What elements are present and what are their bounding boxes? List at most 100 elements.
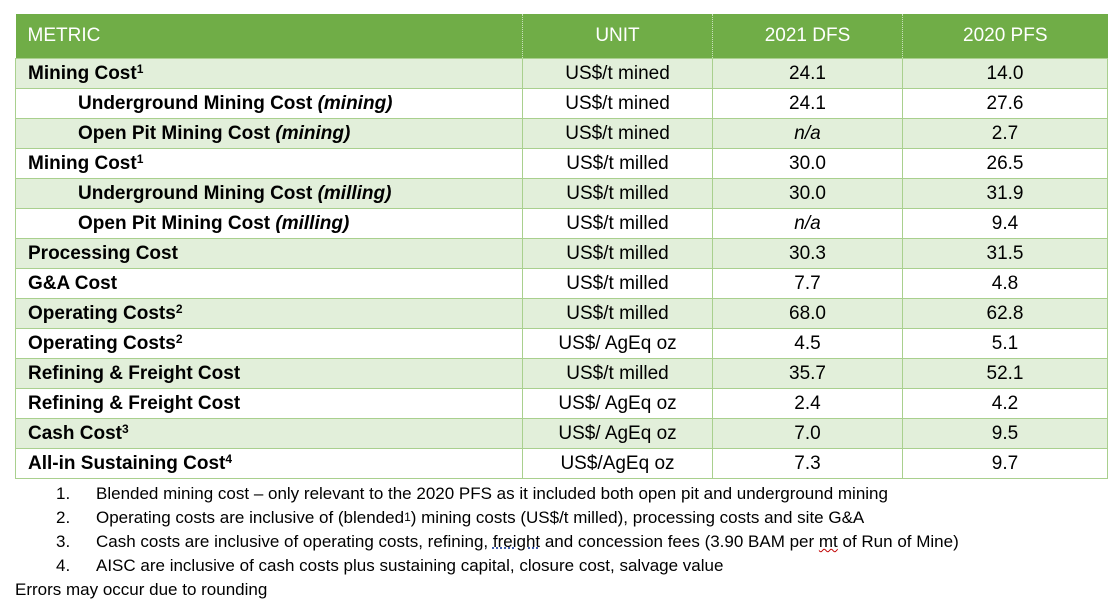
- metric-cell: Mining Cost1: [15, 57, 523, 89]
- dfs-cell: 7.7: [712, 267, 903, 299]
- unit-cell: US$/ AgEq oz: [522, 387, 713, 419]
- pfs-cell: 4.8: [902, 267, 1108, 299]
- metric-cell: Mining Cost1: [15, 147, 523, 179]
- dfs-cell: 68.0: [712, 297, 903, 329]
- metric-label: Underground Mining Cost: [78, 92, 318, 114]
- dfs-cell: 2.4: [712, 387, 903, 419]
- footnote-1: 1. Blended mining cost – only relevant t…: [15, 482, 1107, 506]
- footnote-text: Operating costs are inclusive of (blende…: [96, 506, 864, 530]
- unit-cell: US$/t milled: [522, 207, 713, 239]
- table-header-row: METRIC UNIT 2021 DFS 2020 PFS: [15, 14, 1108, 58]
- header-2021-dfs: 2021 DFS: [712, 14, 903, 58]
- unit-cell: US$/ AgEq oz: [522, 327, 713, 359]
- footnote-number: 2.: [56, 508, 71, 527]
- dfs-cell: 30.0: [712, 147, 903, 179]
- footnote-text: Cash costs are inclusive of operating co…: [96, 530, 959, 554]
- unit-cell: US$/t mined: [522, 57, 713, 89]
- unit-cell: US$/t milled: [522, 237, 713, 269]
- unit-cell: US$/t milled: [522, 297, 713, 329]
- dfs-cell: 35.7: [712, 357, 903, 389]
- footnote-text-part: Operating costs are inclusive of (blende…: [96, 508, 405, 527]
- dfs-cell: 30.3: [712, 237, 903, 269]
- grammar-flagged-word[interactable]: freight: [492, 532, 541, 551]
- footnote-3: 3. Cash costs are inclusive of operating…: [15, 530, 1107, 554]
- metric-cell: Operating Costs2: [15, 297, 523, 329]
- pfs-cell: 26.5: [902, 147, 1108, 179]
- metric-label: Processing Cost: [28, 242, 178, 264]
- table-row: Open Pit Mining Cost (mining) US$/t mine…: [15, 117, 1108, 149]
- footnote-ref: 1: [136, 61, 144, 76]
- unit-cell: US$/t mined: [522, 87, 713, 119]
- metric-cell: Cash Cost3: [15, 417, 523, 449]
- metric-qualifier: (mining): [275, 122, 351, 144]
- dfs-cell: 24.1: [712, 57, 903, 89]
- dfs-cell: n/a: [712, 207, 903, 239]
- table-row: All-in Sustaining Cost4 US$/AgEq oz 7.3 …: [15, 447, 1108, 479]
- metric-qualifier: (mining): [317, 92, 393, 114]
- footnote-text: Blended mining cost – only relevant to t…: [96, 484, 888, 503]
- metric-label: Underground Mining Cost: [78, 182, 318, 204]
- pfs-cell: 5.1: [902, 327, 1108, 359]
- metric-cell: Underground Mining Cost (milling): [15, 177, 523, 209]
- dfs-cell: 30.0: [712, 177, 903, 209]
- pfs-cell: 4.2: [902, 387, 1108, 419]
- metric-cell: Open Pit Mining Cost (milling): [15, 207, 523, 239]
- table-row: Cash Cost3 US$/ AgEq oz 7.0 9.5: [15, 417, 1108, 449]
- pfs-cell: 14.0: [902, 57, 1108, 89]
- footnote-ref: 1: [136, 151, 144, 166]
- unit-cell: US$/t mined: [522, 117, 713, 149]
- pfs-cell: 27.6: [902, 87, 1108, 119]
- pfs-cell: 31.5: [902, 237, 1108, 269]
- metric-cell: Open Pit Mining Cost (mining): [15, 117, 523, 149]
- footnotes: 1. Blended mining cost – only relevant t…: [15, 482, 1107, 602]
- metric-cell: Underground Mining Cost (mining): [15, 87, 523, 119]
- footnote-ref: 3: [121, 421, 129, 436]
- pfs-cell: 62.8: [902, 297, 1108, 329]
- dfs-cell: 4.5: [712, 327, 903, 359]
- metric-cell: Refining & Freight Cost: [15, 357, 523, 389]
- footnote-text-part: ) mining costs (US$/t milled), processin…: [410, 508, 865, 527]
- footnote-text-part: Cash costs are inclusive of operating co…: [96, 532, 493, 551]
- metric-cell: Operating Costs2: [15, 327, 523, 359]
- footnote-text: AISC are inclusive of cash costs plus su…: [96, 556, 724, 575]
- rounding-disclaimer: Errors may occur due to rounding: [15, 580, 268, 599]
- metric-label: All-in Sustaining Cost: [28, 452, 226, 474]
- footnote-number: 3.: [56, 532, 71, 551]
- metric-cell: G&A Cost: [15, 267, 523, 299]
- table-body: Mining Cost1 US$/t mined 24.1 14.0 Under…: [15, 57, 1108, 479]
- table-row: Open Pit Mining Cost (milling) US$/t mil…: [15, 207, 1108, 239]
- table-row: Operating Costs2 US$/t milled 68.0 62.8: [15, 297, 1108, 329]
- table-row: Processing Cost US$/t milled 30.3 31.5: [15, 237, 1108, 269]
- metric-qualifier: (milling): [317, 182, 392, 204]
- table-row: Underground Mining Cost (milling) US$/t …: [15, 177, 1108, 209]
- header-unit: UNIT: [522, 14, 713, 58]
- header-2020-pfs: 2020 PFS: [902, 14, 1108, 58]
- metric-label: Mining Cost: [28, 62, 137, 84]
- spellcheck-flagged-word[interactable]: mt: [818, 532, 838, 551]
- metric-cell: All-in Sustaining Cost4: [15, 447, 523, 479]
- dfs-cell: 7.3: [712, 447, 903, 479]
- unit-cell: US$/ AgEq oz: [522, 417, 713, 449]
- metric-label: Open Pit Mining Cost: [78, 212, 276, 234]
- metric-cell: Refining & Freight Cost: [15, 387, 523, 419]
- metric-label: Cash Cost: [28, 422, 122, 444]
- footnote-number: 1.: [56, 484, 71, 503]
- footnote-ref: 2: [175, 331, 183, 346]
- table-row: G&A Cost US$/t milled 7.7 4.8: [15, 267, 1108, 299]
- footnote-2: 2. Operating costs are inclusive of (ble…: [15, 506, 1107, 530]
- metric-label: Operating Costs: [28, 332, 176, 354]
- pfs-cell: 52.1: [902, 357, 1108, 389]
- table-row: Refining & Freight Cost US$/ AgEq oz 2.4…: [15, 387, 1108, 419]
- footnote-text-part: of Run of Mine): [837, 532, 959, 551]
- dfs-cell: 24.1: [712, 87, 903, 119]
- dfs-cell: n/a: [712, 117, 903, 149]
- unit-cell: US$/AgEq oz: [522, 447, 713, 479]
- table-row: Underground Mining Cost (mining) US$/t m…: [15, 87, 1108, 119]
- table-row: Operating Costs2 US$/ AgEq oz 4.5 5.1: [15, 327, 1108, 359]
- unit-cell: US$/t milled: [522, 357, 713, 389]
- table-row: Mining Cost1 US$/t milled 30.0 26.5: [15, 147, 1108, 179]
- dfs-cell: 7.0: [712, 417, 903, 449]
- pfs-cell: 9.7: [902, 447, 1108, 479]
- header-metric: METRIC: [15, 14, 523, 58]
